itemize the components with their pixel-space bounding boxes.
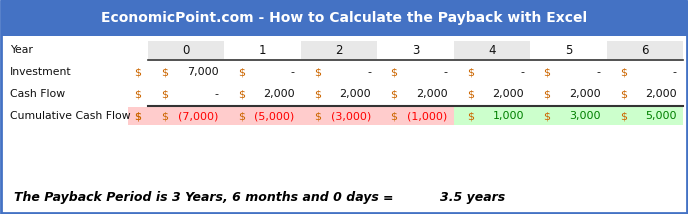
Text: $: $ (620, 111, 627, 121)
Text: (7,000): (7,000) (178, 111, 218, 121)
Text: $: $ (161, 89, 169, 99)
FancyBboxPatch shape (224, 107, 301, 125)
FancyBboxPatch shape (301, 41, 377, 59)
Text: $: $ (314, 111, 321, 121)
Text: -: - (215, 89, 218, 99)
Text: $: $ (314, 67, 321, 77)
Text: -: - (596, 67, 601, 77)
Text: Investment: Investment (10, 67, 72, 77)
Text: 2,000: 2,000 (340, 89, 371, 99)
Text: -: - (367, 67, 371, 77)
Text: $: $ (391, 67, 398, 77)
Text: Cash Flow: Cash Flow (10, 89, 65, 99)
FancyBboxPatch shape (301, 107, 377, 125)
Text: 4: 4 (488, 43, 495, 56)
Text: $: $ (134, 67, 142, 77)
Text: Cumulative Cash Flow: Cumulative Cash Flow (10, 111, 131, 121)
FancyBboxPatch shape (148, 107, 224, 125)
Text: 2,000: 2,000 (645, 89, 677, 99)
Text: $: $ (467, 111, 474, 121)
Text: 2,000: 2,000 (416, 89, 448, 99)
Text: The Payback Period is 3 Years, 6 months and 0 days: The Payback Period is 3 Years, 6 months … (14, 192, 379, 205)
Text: -: - (520, 67, 524, 77)
Text: $: $ (238, 89, 245, 99)
Text: $: $ (620, 67, 627, 77)
Text: -: - (673, 67, 677, 77)
Text: 7,000: 7,000 (186, 67, 218, 77)
Text: =: = (383, 192, 394, 205)
Text: 6: 6 (641, 43, 649, 56)
Text: $: $ (161, 111, 169, 121)
FancyBboxPatch shape (148, 41, 224, 59)
FancyBboxPatch shape (607, 107, 683, 125)
FancyBboxPatch shape (377, 107, 453, 125)
Text: $: $ (544, 111, 550, 121)
Text: (1,000): (1,000) (407, 111, 448, 121)
Text: (5,000): (5,000) (255, 111, 294, 121)
Text: 2,000: 2,000 (569, 89, 601, 99)
Text: 3,000: 3,000 (569, 111, 601, 121)
Text: 0: 0 (182, 43, 190, 56)
Text: $: $ (467, 89, 474, 99)
Text: $: $ (134, 111, 142, 121)
FancyBboxPatch shape (453, 107, 530, 125)
Text: $: $ (134, 111, 142, 121)
FancyBboxPatch shape (453, 41, 530, 59)
Text: $: $ (134, 89, 142, 99)
Text: 1: 1 (259, 43, 266, 56)
Text: Year: Year (10, 45, 33, 55)
Text: 2,000: 2,000 (493, 89, 524, 99)
Text: 5: 5 (565, 43, 572, 56)
Text: 2,000: 2,000 (263, 89, 294, 99)
Text: $: $ (467, 67, 474, 77)
Text: $: $ (238, 67, 245, 77)
FancyBboxPatch shape (530, 107, 607, 125)
Text: EconomicPoint.com - How to Calculate the Payback with Excel: EconomicPoint.com - How to Calculate the… (101, 11, 587, 25)
Text: 5,000: 5,000 (645, 111, 677, 121)
Text: $: $ (238, 111, 245, 121)
Text: $: $ (620, 89, 627, 99)
Text: 3: 3 (412, 43, 419, 56)
Text: $: $ (544, 89, 550, 99)
Text: $: $ (161, 67, 169, 77)
Text: (3,000): (3,000) (331, 111, 371, 121)
FancyBboxPatch shape (607, 41, 683, 59)
Text: -: - (291, 67, 294, 77)
Text: 3.5 years: 3.5 years (440, 192, 505, 205)
FancyBboxPatch shape (1, 0, 687, 36)
Text: 2: 2 (335, 43, 343, 56)
Text: $: $ (314, 89, 321, 99)
Text: -: - (444, 67, 448, 77)
Text: $: $ (391, 111, 398, 121)
Text: $: $ (544, 67, 550, 77)
Text: 1,000: 1,000 (493, 111, 524, 121)
FancyBboxPatch shape (128, 107, 148, 125)
Text: $: $ (391, 89, 398, 99)
